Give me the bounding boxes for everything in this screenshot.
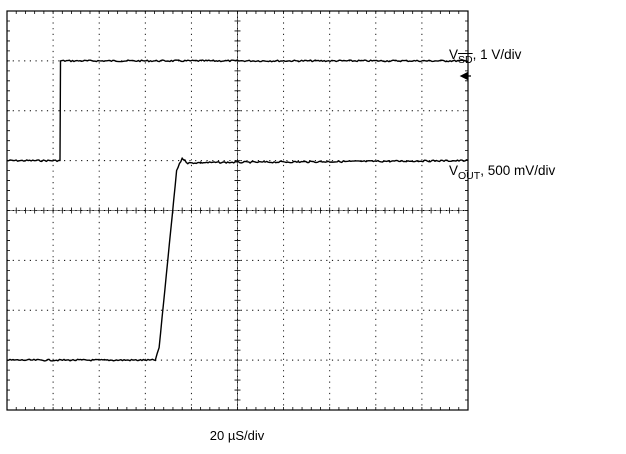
graticule [6, 10, 469, 411]
trace-series-1 [6, 59, 469, 163]
series-label-vsd-scale: , 1 V/div [472, 47, 522, 62]
ground-reference-arrow-icon [459, 72, 471, 80]
series-label-vout-scale: , 500 mV/div [480, 163, 556, 178]
series-label-vout: VOUT, 500 mV/div [449, 163, 556, 182]
waveform-traces [6, 59, 469, 362]
time-scale-label: 20 µS/div [209, 428, 265, 443]
series-label-vsd: VSD, 1 V/div [449, 47, 522, 66]
series-label-vsd-symbol: V [449, 47, 459, 62]
series-label-vsd-subscript: SD [458, 54, 473, 66]
series-label-vout-subscript: OUT [458, 170, 481, 182]
series-label-vout-symbol: V [449, 163, 459, 178]
trace-series-2 [6, 157, 469, 362]
plot-border [6, 10, 469, 411]
